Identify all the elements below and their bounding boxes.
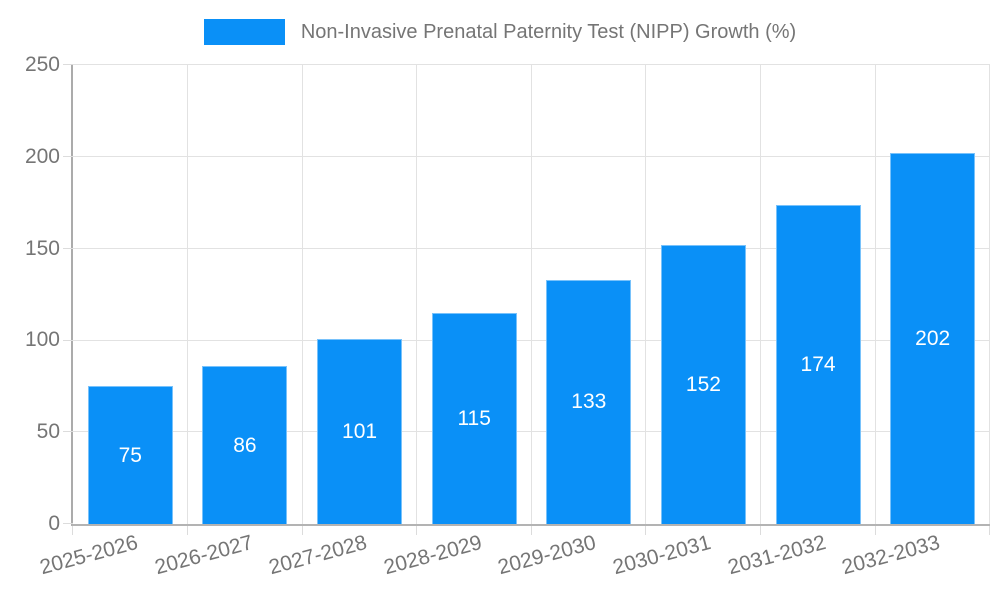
bar-value-label: 202 bbox=[915, 327, 951, 351]
x-gridline bbox=[301, 65, 303, 524]
x-axis-tick-label: 2025-2026 bbox=[37, 531, 141, 580]
plot-area: 75 86 101 115 133 152 174 202 bbox=[71, 64, 991, 526]
bar-value-label: 115 bbox=[457, 406, 491, 430]
x-gridline bbox=[530, 65, 532, 524]
chart-legend[interactable]: Non-Invasive Prenatal Paternity Test (NI… bbox=[0, 17, 1000, 47]
y-axis-tick-label: 200 bbox=[24, 144, 60, 168]
legend-swatch bbox=[203, 19, 285, 45]
x-axis-tick-label: 2029-2030 bbox=[495, 531, 599, 580]
x-axis-tick-label: 2030-2031 bbox=[610, 531, 714, 580]
bar-value-label: 174 bbox=[800, 352, 836, 376]
y-axis-tick-label: 50 bbox=[36, 420, 60, 444]
y-gridline bbox=[73, 64, 990, 66]
x-tick-mark bbox=[186, 526, 188, 535]
x-axis-tick-label: 2027-2028 bbox=[266, 531, 370, 580]
legend-label: Non-Invasive Prenatal Paternity Test (NI… bbox=[300, 20, 797, 43]
x-axis-tick-label: 2026-2027 bbox=[151, 531, 255, 580]
bar[interactable]: 101 bbox=[317, 338, 403, 524]
x-axis-tick-label: 2032-2033 bbox=[839, 531, 943, 580]
bar[interactable]: 133 bbox=[546, 279, 632, 524]
x-gridline bbox=[416, 65, 418, 524]
bar[interactable]: 75 bbox=[87, 386, 173, 524]
x-tick-mark bbox=[301, 526, 303, 535]
y-tick-mark bbox=[63, 64, 73, 66]
y-tick-mark bbox=[63, 523, 73, 525]
x-axis-tick-label: 2028-2029 bbox=[381, 531, 485, 580]
bar[interactable]: 174 bbox=[775, 204, 861, 524]
y-tick-mark bbox=[63, 431, 73, 433]
x-tick-mark bbox=[530, 526, 532, 535]
x-gridline bbox=[645, 65, 647, 524]
y-tick-mark bbox=[63, 156, 73, 158]
y-axis-tick-label: 100 bbox=[24, 328, 60, 352]
y-tick-mark bbox=[63, 339, 73, 341]
x-gridline bbox=[186, 65, 188, 524]
bar-value-label: 75 bbox=[118, 443, 142, 467]
y-axis-tick-label: 0 bbox=[48, 512, 60, 535]
bar-value-label: 133 bbox=[571, 390, 607, 414]
x-tick-mark bbox=[72, 526, 74, 535]
x-axis-tick-label: 2031-2032 bbox=[725, 531, 829, 580]
bar[interactable]: 86 bbox=[202, 366, 288, 524]
x-tick-mark bbox=[416, 526, 418, 535]
bar-value-label: 152 bbox=[685, 372, 721, 396]
bar-value-label: 86 bbox=[233, 433, 257, 457]
x-tick-mark bbox=[874, 526, 876, 535]
x-tick-mark bbox=[645, 526, 647, 535]
bar[interactable]: 115 bbox=[431, 312, 517, 524]
bar[interactable]: 202 bbox=[890, 153, 976, 524]
x-tick-mark bbox=[760, 526, 761, 535]
y-tick-mark bbox=[63, 247, 73, 249]
x-gridline bbox=[760, 65, 761, 524]
x-gridline bbox=[874, 65, 876, 524]
y-axis-tick-label: 150 bbox=[24, 236, 60, 260]
y-axis-tick-label: 250 bbox=[24, 53, 60, 76]
x-gridline bbox=[989, 65, 991, 524]
bar[interactable]: 152 bbox=[660, 244, 746, 524]
bar-value-label: 101 bbox=[342, 419, 378, 443]
x-tick-mark bbox=[989, 526, 991, 535]
